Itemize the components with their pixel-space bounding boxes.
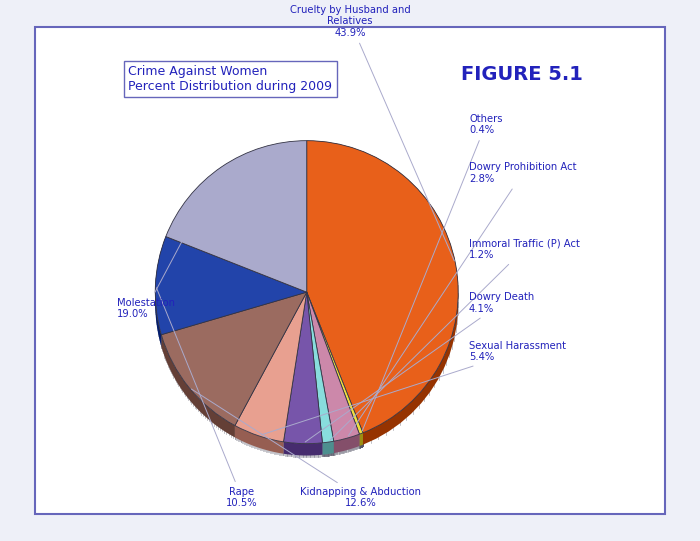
Polygon shape xyxy=(284,442,323,456)
Polygon shape xyxy=(161,335,235,438)
Ellipse shape xyxy=(155,279,458,325)
Text: Crime Against Women
Percent Distribution during 2009: Crime Against Women Percent Distribution… xyxy=(128,65,332,93)
Wedge shape xyxy=(307,292,334,443)
Text: Cruelty by Husband and
Relatives
43.9%: Cruelty by Husband and Relatives 43.9% xyxy=(290,5,454,261)
Text: Molestation
19.0%: Molestation 19.0% xyxy=(118,169,220,319)
Wedge shape xyxy=(161,292,307,426)
Text: Dowry Prohibition Act
2.8%: Dowry Prohibition Act 2.8% xyxy=(349,162,577,436)
Polygon shape xyxy=(334,434,359,453)
Text: Rape
10.5%: Rape 10.5% xyxy=(156,288,258,509)
Text: Sexual Harassment
5.4%: Sexual Harassment 5.4% xyxy=(261,341,566,435)
Wedge shape xyxy=(235,292,307,442)
Wedge shape xyxy=(284,292,323,444)
Wedge shape xyxy=(307,292,363,434)
Text: Dowry Death
4.1%: Dowry Death 4.1% xyxy=(305,292,534,442)
Wedge shape xyxy=(307,141,458,433)
Text: FIGURE 5.1: FIGURE 5.1 xyxy=(461,65,582,84)
Polygon shape xyxy=(323,441,334,454)
Polygon shape xyxy=(235,426,284,454)
Polygon shape xyxy=(307,141,458,445)
Text: Immoral Traffic (P) Act
1.2%: Immoral Traffic (P) Act 1.2% xyxy=(330,238,580,440)
Text: Others
0.4%: Others 0.4% xyxy=(362,114,503,431)
Polygon shape xyxy=(155,236,166,347)
Wedge shape xyxy=(155,236,307,335)
Text: Kidnapping & Abduction
12.6%: Kidnapping & Abduction 12.6% xyxy=(191,389,421,509)
Polygon shape xyxy=(359,433,363,446)
Wedge shape xyxy=(166,141,307,292)
Wedge shape xyxy=(307,292,359,441)
